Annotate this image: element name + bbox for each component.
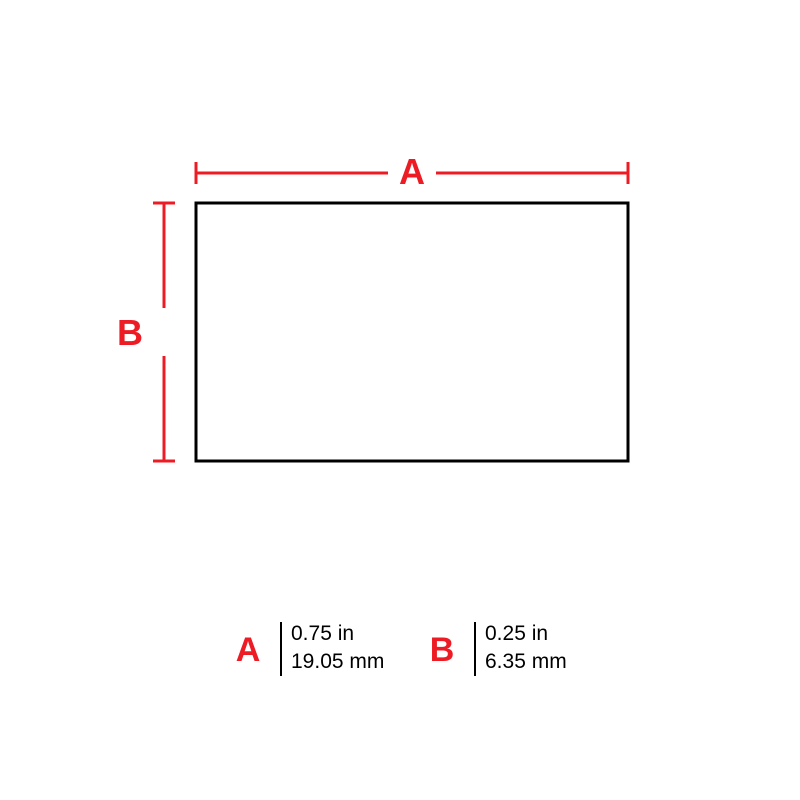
legend-b-mm: 6.35 mm: [485, 650, 567, 673]
label-rectangle: [196, 203, 628, 461]
legend-a-mm: 19.05 mm: [291, 650, 384, 673]
legend-a-letter: A: [236, 631, 261, 669]
dim-a-label: A: [399, 151, 425, 192]
legend-b-letter: B: [430, 631, 455, 669]
dim-b-label: B: [117, 312, 143, 353]
legend-a-inches: 0.75 in: [291, 622, 354, 645]
dimension-diagram: A B A 0.75 in 19.05 mm B 0.25 in 6.35 mm: [0, 0, 800, 800]
legend-b-inches: 0.25 in: [485, 622, 548, 645]
